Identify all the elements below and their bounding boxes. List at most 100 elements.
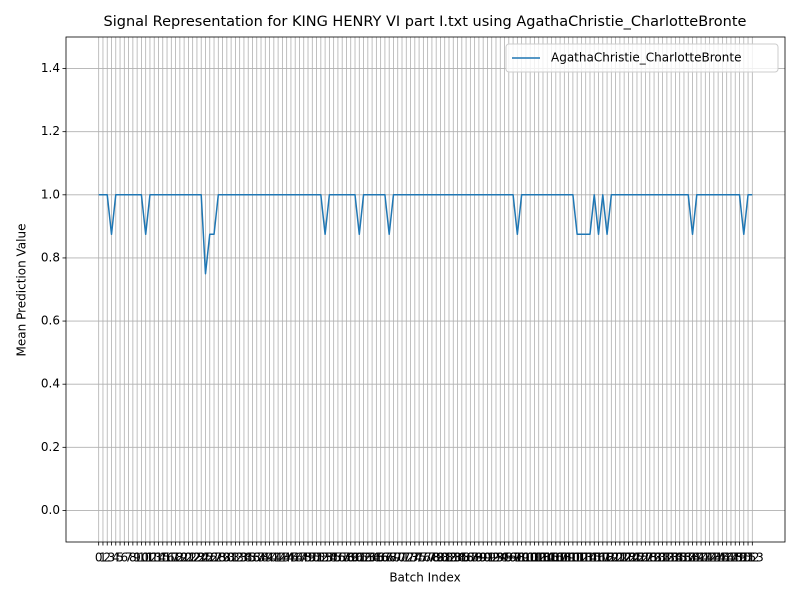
x-tick-label: 107 [544, 551, 567, 565]
x-tick-label: 108 [549, 551, 572, 565]
x-tick-label: 131 [647, 551, 670, 565]
plot-frame [65, 36, 786, 543]
x-tick-label: 54 [322, 551, 337, 565]
x-tick-label: 96 [501, 551, 516, 565]
x-tick-label: 50 [305, 551, 320, 565]
x-tick-label: 98 [510, 551, 525, 565]
x-tick-label: 137 [673, 551, 696, 565]
x-tick-label: 61 [352, 551, 367, 565]
x-tick-label: 43 [275, 551, 290, 565]
x-tick-label: 86 [458, 551, 473, 565]
x-tick-label: 136 [668, 551, 691, 565]
x-tick-label: 64 [364, 551, 379, 565]
x-tick-label: 77 [420, 551, 435, 565]
y-tick-label: 1.2 [41, 124, 60, 138]
x-tick-label: 133 [655, 551, 678, 565]
x-tick-label: 32 [228, 551, 243, 565]
x-tick-label: 78 [424, 551, 439, 565]
x-tick-label: 149 [724, 551, 747, 565]
x-tick-label: 60 [347, 551, 362, 565]
x-tick-label: 11 [138, 551, 153, 565]
x-tick-label: 99 [514, 551, 529, 565]
x-tick-label: 134 [660, 551, 683, 565]
x-tick-label: 115 [579, 551, 602, 565]
x-tick-label: 21 [181, 551, 196, 565]
x-tick-label: 26 [202, 551, 217, 565]
x-tick-label: 10 [134, 551, 149, 565]
x-tick-label: 117 [587, 551, 610, 565]
x-tick-label: 71 [394, 551, 409, 565]
x-tick-label: 145 [707, 551, 730, 565]
x-tick-label: 101 [519, 551, 542, 565]
x-tick-label: 67 [377, 551, 392, 565]
x-tick-label: 29 [215, 551, 230, 565]
x-tick-label: 95 [497, 551, 512, 565]
x-tick-label: 3 [108, 551, 116, 565]
x-tick-label: 122 [608, 551, 631, 565]
x-tick-label: 37 [249, 551, 264, 565]
y-tick-label: 0.6 [41, 314, 60, 328]
x-tick-label: 81 [437, 551, 452, 565]
x-tick-label: 150 [728, 551, 751, 565]
x-tick-label: 63 [360, 551, 375, 565]
data-line [98, 194, 753, 275]
x-tick-label: 48 [296, 551, 311, 565]
x-tick-label: 74 [407, 551, 422, 565]
x-tick-label: 16 [159, 551, 174, 565]
x-tick-label: 22 [185, 551, 200, 565]
x-tick-label: 102 [523, 551, 546, 565]
x-tick-label: 30 [219, 551, 234, 565]
x-tick-label: 93 [488, 551, 503, 565]
x-tick-label: 106 [540, 551, 563, 565]
x-tick-label: 36 [245, 551, 260, 565]
x-tick-label: 55 [326, 551, 341, 565]
x-tick-label: 148 [720, 551, 743, 565]
x-tick-label: 113 [570, 551, 593, 565]
x-axis-label: Batch Index [389, 571, 460, 585]
x-tick-label: 73 [403, 551, 418, 565]
x-tick-label: 104 [532, 551, 555, 565]
x-tick-label: 85 [454, 551, 469, 565]
x-tick-label: 47 [292, 551, 307, 565]
x-tick-label: 17 [164, 551, 179, 565]
chart-title: Signal Representation for KING HENRY VI … [104, 14, 747, 30]
x-tick-label: 27 [206, 551, 221, 565]
x-tick-label: 144 [702, 551, 725, 565]
x-tick-label: 2 [103, 551, 111, 565]
x-tick-label: 53 [317, 551, 332, 565]
x-tick-label: 142 [694, 551, 717, 565]
x-tick-label: 139 [681, 551, 704, 565]
x-tick-label: 58 [339, 551, 354, 565]
x-tick-label: 4 [112, 551, 120, 565]
y-axis-label: Mean Prediction Value [15, 224, 29, 357]
x-tick-label: 110 [557, 551, 580, 565]
y-tick-label: 0.8 [41, 250, 60, 264]
x-tick-label: 13 [147, 551, 162, 565]
y-tick-label: 0.0 [41, 503, 60, 517]
x-tick-label: 40 [262, 551, 277, 565]
x-tick-label: 143 [698, 551, 721, 565]
x-tick-label: 23 [189, 551, 204, 565]
x-tick-label: 129 [638, 551, 661, 565]
x-tick-label: 116 [583, 551, 606, 565]
x-tick-label: 152 [737, 551, 760, 565]
x-tick-label: 68 [382, 551, 397, 565]
x-tick-label: 9 [133, 551, 141, 565]
x-tick-label: 141 [690, 551, 713, 565]
x-tick-label: 132 [651, 551, 674, 565]
y-tick-label: 1.0 [41, 187, 60, 201]
x-tick-label: 103 [527, 551, 550, 565]
x-tick-label: 125 [621, 551, 644, 565]
x-tick-label: 70 [390, 551, 405, 565]
x-tick-label: 127 [630, 551, 653, 565]
x-tick-label: 130 [643, 551, 666, 565]
x-tick-label: 97 [505, 551, 520, 565]
x-tick-label: 128 [634, 551, 657, 565]
x-tick-label: 120 [600, 551, 623, 565]
x-tick-label: 105 [536, 551, 559, 565]
grid [66, 37, 785, 542]
x-tick-label: 6 [120, 551, 128, 565]
x-tick-label: 123 [613, 551, 636, 565]
x-tick-label: 121 [604, 551, 627, 565]
